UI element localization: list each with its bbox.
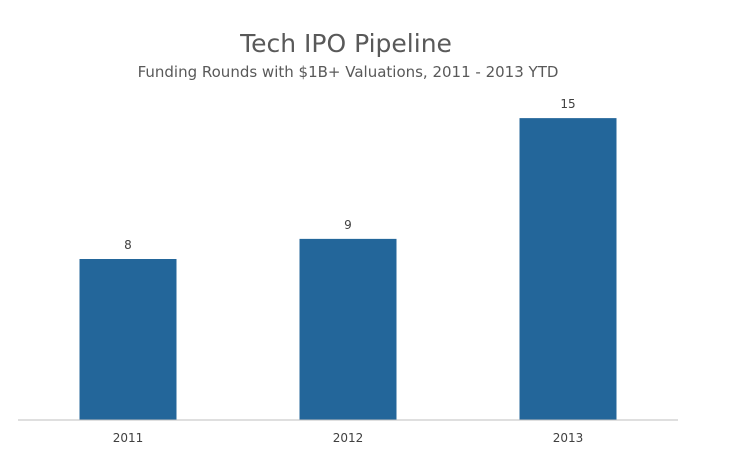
bar-2012 [299,238,397,420]
bar-2013 [519,118,617,420]
x-tick-label-2011: 2011 [113,431,144,445]
x-tick-label-2013: 2013 [553,431,584,445]
data-label-2011: 8 [124,238,132,252]
data-label-2013: 15 [560,97,575,111]
x-tick-label-2012: 2012 [333,431,364,445]
plot-area: 8 2011 9 2012 15 2013 [18,97,678,445]
chart-subtitle: Funding Rounds with $1B+ Valuations, 201… [138,63,559,81]
data-label-2012: 9 [344,218,352,232]
bar-2011 [79,259,177,420]
chart-title: Tech IPO Pipeline [239,29,452,58]
